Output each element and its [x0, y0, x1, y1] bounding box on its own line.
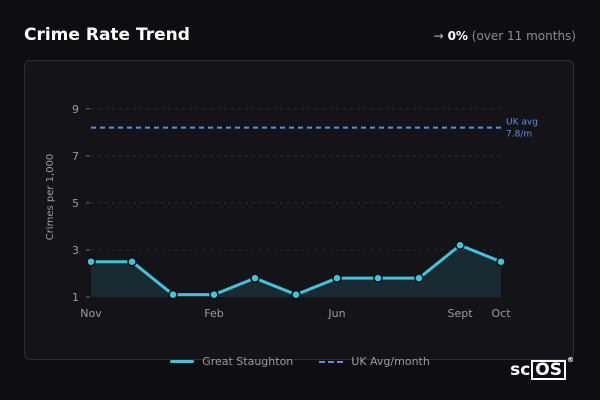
x-tick-label: Nov [80, 307, 102, 320]
data-point[interactable] [414, 273, 424, 283]
trend-change-period: (over 11 months) [471, 29, 576, 43]
x-tick-label: Sept [447, 307, 473, 320]
chart-card [24, 60, 574, 360]
data-point[interactable] [168, 289, 178, 300]
data-point[interactable] [455, 240, 465, 250]
x-tick-label: Feb [204, 307, 223, 320]
data-point[interactable] [127, 256, 137, 267]
logo-prefix: sc [510, 360, 531, 380]
reference-annotation-value: 7.8/m [506, 130, 532, 140]
data-point[interactable] [86, 256, 96, 267]
y-tick-label: 9 [72, 103, 79, 116]
data-point[interactable] [209, 289, 219, 300]
brand-logo: sc OS ® [510, 356, 574, 380]
y-tick-label: 3 [72, 244, 79, 257]
data-point[interactable] [373, 273, 383, 283]
y-tick-label: 5 [72, 197, 79, 210]
trend-change-percent: 0% [447, 29, 468, 43]
x-tick-label: Jun [327, 307, 345, 320]
legend-reference-swatch [319, 360, 344, 363]
data-point[interactable] [291, 289, 301, 300]
data-point[interactable] [250, 273, 260, 283]
series-area-fill [91, 245, 501, 297]
trend-arrow-icon: → [433, 29, 444, 43]
y-tick-label: 1 [72, 291, 79, 304]
reference-annotation-label: UK avg [506, 118, 538, 128]
logo-boxed: OS [531, 360, 566, 380]
legend-item-series[interactable]: Great Staughton [170, 355, 293, 368]
y-axis-label: Crimes per 1,000 [45, 154, 56, 241]
chart-legend: Great Staughton UK Avg/month [0, 355, 600, 368]
logo-registered-mark: ® [567, 356, 574, 364]
trend-change-summary: → 0% (over 11 months) [434, 29, 576, 43]
y-tick-label: 7 [72, 150, 79, 163]
x-tick-label: Oct [491, 307, 511, 320]
data-point[interactable] [496, 256, 506, 267]
legend-reference-label: UK Avg/month [351, 355, 430, 368]
legend-item-reference[interactable]: UK Avg/month [319, 355, 430, 368]
legend-series-label: Great Staughton [202, 355, 294, 368]
chart-title: Crime Rate Trend [24, 25, 190, 45]
data-point[interactable] [332, 273, 342, 283]
legend-series-swatch [170, 360, 195, 363]
